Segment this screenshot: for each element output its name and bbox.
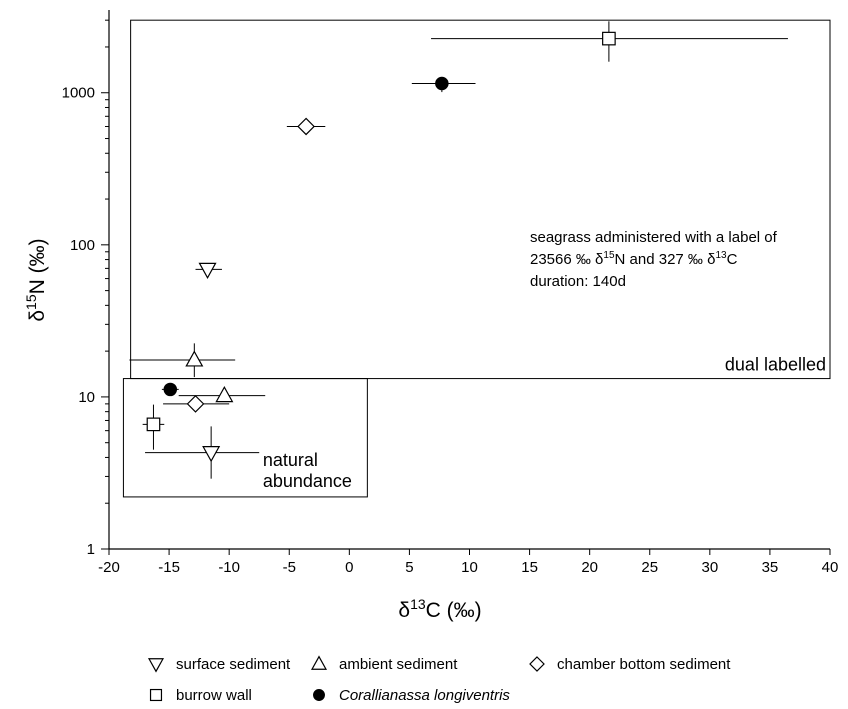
legend-label-burrow-wall: burrow wall bbox=[176, 687, 252, 704]
corallianassa-longiventris-point bbox=[163, 382, 178, 397]
burrow-wall-point bbox=[146, 417, 161, 432]
chamber-bottom-sediment-point bbox=[297, 117, 315, 136]
x-tick-label: -20 bbox=[98, 559, 120, 576]
legend-marker-burrow-wall bbox=[149, 688, 163, 702]
region-natural-abundance-label: abundance bbox=[263, 471, 352, 491]
corallianassa-longiventris-point bbox=[435, 76, 449, 91]
x-tick-label: -5 bbox=[283, 559, 296, 576]
chamber-bottom-sediment-point bbox=[186, 395, 205, 413]
annotation-line-3: duration: 140d bbox=[530, 273, 626, 290]
legend-marker-ambient-sediment bbox=[310, 655, 328, 670]
annotation-line-1: seagrass administered with a label of bbox=[530, 229, 778, 246]
y-tick-label: 1000 bbox=[62, 85, 95, 102]
ambient-sediment-point bbox=[215, 385, 234, 403]
y-tick-label: 10 bbox=[78, 389, 95, 406]
surface-sediment-point bbox=[202, 446, 221, 463]
legend: surface sediment ambient sediment chamber … bbox=[147, 655, 731, 704]
axes-layer: -20 -15 -10 -5 0 5 10 15 20 25 30 35 40 1 10 100 1000 bbox=[62, 10, 839, 576]
y-tick-label: 100 bbox=[70, 237, 95, 254]
x-tick-label: -10 bbox=[218, 559, 240, 576]
x-tick-label: 5 bbox=[405, 559, 413, 576]
legend-label-surface-sediment: surface sediment bbox=[176, 656, 291, 673]
region-natural-abundance-label: natural bbox=[263, 450, 318, 470]
x-tick-label: 35 bbox=[762, 559, 779, 576]
markers-layer bbox=[146, 31, 616, 463]
annotation-line-2: 23566 ‰ δ15N and 327 ‰ δ13C bbox=[530, 250, 738, 268]
x-tick-label: -15 bbox=[158, 559, 180, 576]
x-axis-title: δ13C (‰) bbox=[398, 596, 481, 622]
ambient-sediment-point bbox=[185, 350, 204, 367]
x-tick-label: 10 bbox=[461, 559, 478, 576]
burrow-wall-point bbox=[602, 31, 616, 46]
x-tick-label: 20 bbox=[581, 559, 598, 576]
x-tick-label: 30 bbox=[701, 559, 718, 576]
x-tick-label: 15 bbox=[521, 559, 538, 576]
legend-marker-surface-sediment bbox=[147, 658, 165, 673]
y-tick-label: 1 bbox=[87, 541, 95, 558]
legend-marker-corallianassa-longiventris bbox=[313, 689, 325, 701]
legend-label-chamber-bottom-sediment: chamber bottom sediment bbox=[557, 656, 731, 673]
surface-sediment-point bbox=[198, 262, 217, 279]
legend-label-corallianassa-longiventris: Corallianassa longiventris bbox=[339, 687, 510, 704]
legend-label-ambient-sediment: ambient sediment bbox=[339, 656, 458, 673]
errorbars-layer bbox=[129, 21, 788, 479]
legend-marker-chamber-bottom-sediment bbox=[529, 656, 545, 672]
x-tick-label: 0 bbox=[345, 559, 353, 576]
y-axis-title: δ15N (‰) bbox=[23, 238, 49, 321]
x-tick-label: 40 bbox=[822, 559, 839, 576]
region-natural-abundance-box bbox=[122, 378, 368, 498]
region-dual-labelled-label: dual labelled bbox=[725, 355, 826, 375]
region-dual-labelled-box bbox=[130, 19, 831, 380]
x-tick-label: 25 bbox=[641, 559, 658, 576]
